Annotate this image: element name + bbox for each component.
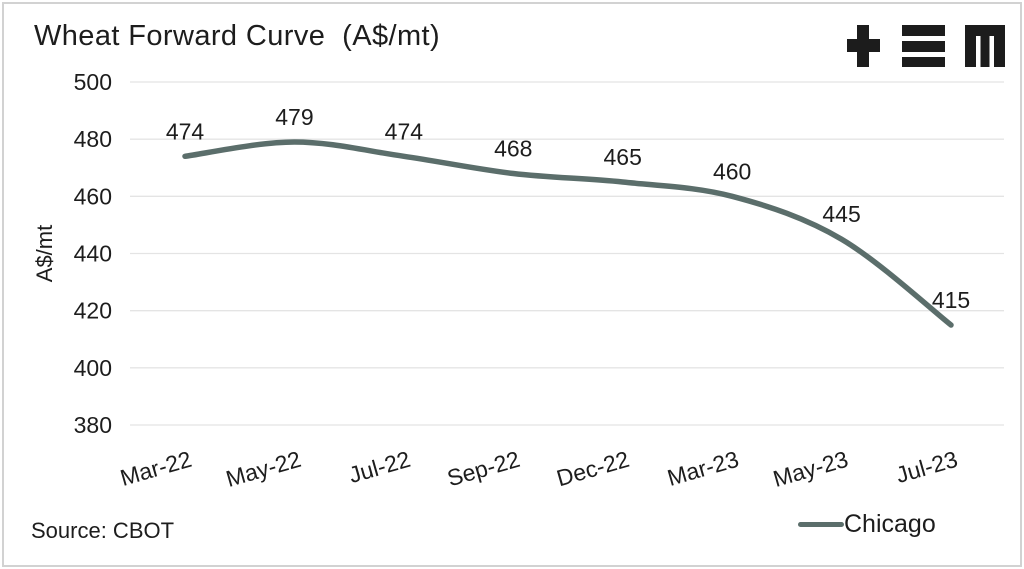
series-line-chicago (182, 139, 954, 328)
y-tick-label: 420 (74, 298, 112, 324)
data-label: 415 (932, 287, 970, 313)
data-label: 468 (494, 135, 532, 161)
y-axis-title: A$/mt (32, 225, 57, 282)
plus-icon (847, 25, 880, 67)
y-tick-label: 440 (74, 241, 112, 267)
chart-title: Wheat Forward Curve (A$/mt) (34, 20, 441, 52)
data-label: 479 (275, 104, 313, 130)
y-tick-label: 400 (74, 355, 112, 381)
data-label: 465 (604, 144, 642, 170)
m-icon (965, 25, 1005, 67)
x-tick-label: Jul-23 (893, 446, 960, 488)
data-label: 460 (713, 158, 751, 184)
x-tick-label: Mar-23 (664, 446, 741, 491)
x-tick-label: May-23 (770, 446, 851, 492)
legend: Chicago (798, 510, 936, 539)
x-tick-label: Jul-22 (346, 446, 413, 488)
data-label: 474 (385, 118, 424, 144)
source-note: Source: CBOT (31, 518, 175, 543)
x-tick-label: Sep-22 (444, 446, 522, 491)
y-tick-label: 380 (74, 412, 112, 438)
x-tick-label: May-22 (223, 446, 304, 492)
legend-label: Chicago (844, 510, 936, 538)
data-label: 445 (822, 201, 860, 227)
tem-logo (847, 25, 1005, 67)
triple-bar-icon (902, 25, 945, 67)
x-tick-label: Dec-22 (554, 446, 632, 491)
data-label: 474 (166, 118, 205, 144)
y-tick-label: 480 (74, 126, 112, 152)
x-tick-label: Mar-22 (117, 446, 194, 491)
y-tick-label: 500 (74, 69, 112, 95)
y-tick-label: 460 (74, 183, 112, 209)
legend-line-swatch (798, 522, 844, 527)
